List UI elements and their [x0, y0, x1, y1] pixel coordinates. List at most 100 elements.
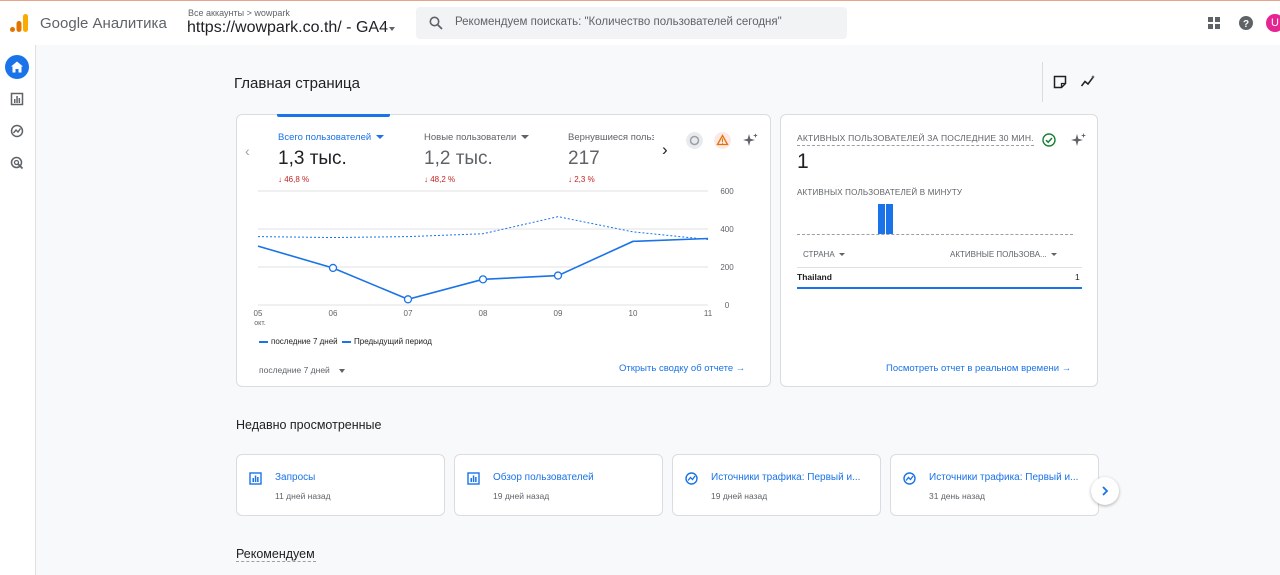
metrics-next-arrow-icon[interactable]: › [662, 140, 668, 159]
previous-period-line [257, 216, 709, 240]
bar-chart-icon [249, 472, 262, 485]
recent-item[interactable]: Запросы 11 дней назад [236, 454, 445, 516]
help-icon[interactable]: ? [1238, 15, 1254, 31]
analytics-logo-icon[interactable] [9, 13, 29, 33]
recent-item-title: Источники трафика: Первый и... [929, 472, 1079, 483]
breadcrumb-account: wowpark [254, 8, 290, 18]
metric-delta: ↓ 48,2 % [424, 175, 456, 184]
legend-previous: Предыдущий период [342, 337, 432, 346]
y-tick-label: 200 [720, 263, 734, 272]
metric-delta: ↓ 2,3 % [568, 175, 595, 184]
advertising-icon [10, 156, 24, 170]
search-placeholder: Рекомендуем поискать: "Количество пользо… [455, 16, 782, 28]
realtime-card: АКТИВНЫХ ПОЛЬЗОВАТЕЛЕЙ ЗА ПОСЛЕДНИЕ 30 М… [780, 114, 1098, 387]
recent-item[interactable]: Источники трафика: Первый и... 19 дней н… [672, 454, 881, 516]
breadcrumb-chevron-icon: > [246, 8, 255, 18]
legend-solid-swatch [259, 340, 268, 343]
search-input[interactable]: Рекомендуем поискать: "Количество пользо… [416, 7, 847, 39]
dropdown-caret-icon [521, 135, 530, 140]
data-point [328, 263, 338, 273]
table-divider [797, 267, 1082, 268]
metric-new-users[interactable]: Новые пользователи 1,2 тыс. ↓ 48,2 % [424, 132, 564, 184]
arrow-right-icon: → [735, 363, 746, 374]
recent-item[interactable]: Обзор пользователей 19 дней назад [454, 454, 663, 516]
apps-grid-icon[interactable] [1206, 15, 1222, 31]
x-tick-label: 07 [404, 309, 413, 318]
per-minute-bar-chart [797, 203, 1073, 235]
warning-badge-icon[interactable] [714, 132, 731, 149]
chevron-right-icon [1102, 486, 1109, 496]
row-bar [797, 287, 1082, 289]
insights-note-icon[interactable] [1052, 74, 1068, 90]
recent-item-time: 19 дней назад [711, 491, 768, 501]
insights-sparkline-icon[interactable] [1080, 74, 1096, 90]
open-report-link[interactable]: Открыть сводку об отчете → [619, 363, 746, 374]
account-avatar[interactable]: U [1266, 14, 1280, 32]
property-dropdown-icon[interactable] [389, 27, 395, 31]
recent-item[interactable]: Источники трафика: Первый и... 31 день н… [890, 454, 1099, 516]
x-tick-label: 09 [554, 309, 563, 318]
property-selector[interactable]: https://wowpark.co.th/ - GA4 [187, 19, 388, 36]
metric-returning-users[interactable]: Вернувшиеся пользователи 217 ↓ 2,3 % [568, 132, 654, 184]
x-tick-label: 05 [254, 309, 263, 318]
svg-text:?: ? [1243, 19, 1249, 30]
insights-sparkle-icon[interactable] [1070, 132, 1087, 149]
x-tick-sublabel: окт. [254, 320, 265, 327]
realtime-value: 1 [797, 150, 809, 173]
nav-explore[interactable] [5, 119, 29, 143]
account-breadcrumb[interactable]: Все аккаунты > wowpark [188, 8, 290, 18]
recent-item-title: Обзор пользователей [493, 472, 594, 483]
trend-icon [685, 472, 698, 485]
metric-label: Всего пользователей [278, 132, 418, 143]
recommend-section-title: Рекомендуем [236, 547, 315, 561]
recommend-underline [236, 561, 316, 562]
dropdown-caret-icon [376, 135, 385, 140]
per-minute-label: АКТИВНЫХ ПОЛЬЗОВАТЕЛЕЙ В МИНУТУ [797, 188, 963, 197]
anomaly-badge-icon[interactable] [686, 132, 703, 149]
top-app-bar: Google Аналитика Все аккаунты > wowpark … [0, 0, 1280, 45]
dropdown-caret-icon [1050, 253, 1057, 257]
y-tick-label: 400 [720, 225, 734, 234]
page-title: Главная страница [234, 75, 360, 92]
metrics-prev-arrow-icon[interactable]: ‹ [245, 143, 250, 159]
col-country-header[interactable]: СТРАНА [803, 250, 845, 259]
nav-reports[interactable] [5, 87, 29, 111]
realtime-title[interactable]: АКТИВНЫХ ПОЛЬЗОВАТЕЛЕЙ ЗА ПОСЛЕДНИЕ 30 М… [797, 133, 1034, 146]
carousel-next-button[interactable] [1091, 477, 1119, 505]
search-icon [429, 16, 443, 30]
per-minute-bar [886, 204, 893, 234]
nav-advertising[interactable] [5, 151, 29, 175]
nav-home[interactable] [5, 55, 29, 79]
metric-value: 217 [568, 148, 600, 169]
users-line-chart: 600 400 200 0 05 окт. 06 07 08 09 10 11 [254, 187, 735, 327]
data-point [403, 295, 413, 304]
overview-card: ‹ Всего пользователей 1,3 тыс. ↓ 46,8 % … [236, 114, 771, 387]
metric-total-users[interactable]: Всего пользователей 1,3 тыс. ↓ 46,8 % [278, 132, 418, 184]
bar-chart-icon [467, 472, 480, 485]
col-active-users-header[interactable]: АКТИВНЫЕ ПОЛЬЗОВА... [950, 250, 1057, 259]
recent-item-title: Запросы [275, 472, 316, 483]
realtime-report-link[interactable]: Посмотреть отчет в реальном времени → [886, 363, 1072, 374]
metric-value: 1,2 тыс. [424, 148, 493, 169]
per-minute-bar [878, 204, 885, 234]
legend-dashed-swatch [342, 340, 351, 343]
active-users-cell: 1 [1075, 272, 1080, 282]
reports-icon [10, 92, 24, 106]
recent-section-title: Недавно просмотренные [236, 418, 382, 432]
insights-sparkle-icon[interactable] [742, 132, 759, 149]
recent-item-time: 19 дней назад [493, 491, 550, 501]
data-point [478, 275, 488, 284]
metric-delta: ↓ 46,8 % [278, 175, 310, 184]
date-range-selector[interactable]: последние 7 дней [259, 365, 345, 375]
legend-current: последние 7 дней [259, 337, 338, 346]
trend-icon [903, 472, 916, 485]
dropdown-caret-icon [338, 368, 345, 373]
country-cell: Thailand [797, 272, 832, 282]
title-divider [1042, 62, 1043, 102]
current-period-line [257, 237, 709, 301]
metric-label: Вернувшиеся пользователи [568, 132, 654, 143]
y-tick-label: 0 [725, 301, 730, 310]
metric-value: 1,3 тыс. [278, 148, 347, 169]
check-circle-icon [1042, 133, 1056, 147]
breadcrumb-all-accounts: Все аккаунты [188, 8, 245, 18]
